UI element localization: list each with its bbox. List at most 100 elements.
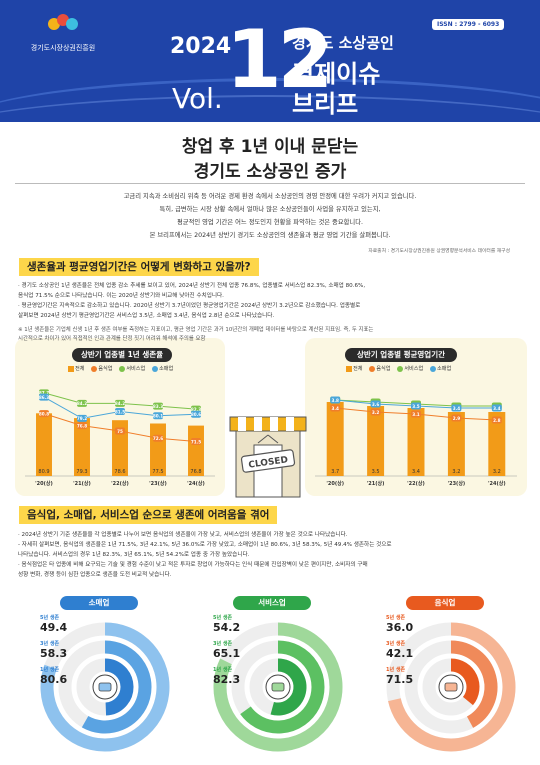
intro-line: 고금리 지속과 소비심리 위축 등 어려운 경제 환경 속에서 소상공인의 경영… [123, 193, 417, 200]
line-point-marker [330, 396, 341, 404]
legend-label: 소매업 [158, 366, 174, 372]
line-point-marker [39, 393, 49, 401]
volume-label: Vol. [172, 82, 223, 115]
issn-badge: ISSN : 2799 - 6093 [432, 19, 505, 30]
line-point-marker [451, 404, 462, 412]
intro-line: 평균적인 영업 기간은 어느 정도인지 현황을 파악하는 것은 중요합니다. [176, 219, 363, 226]
line-point-marker [411, 410, 421, 418]
line-point-label: 3.4 [453, 406, 461, 411]
line-point-label: 71.5 [191, 439, 201, 444]
y1-value: 82.3 [213, 673, 241, 686]
line-point-marker [451, 414, 462, 422]
legend-label: 음식업 [376, 366, 391, 372]
survival-arc-3y [240, 640, 325, 734]
line-point-label: 3.5 [412, 404, 420, 409]
x-tick-label: '24(상) [187, 480, 205, 487]
legend-swatch [429, 365, 436, 372]
store-awning [229, 416, 307, 432]
closed-sign [240, 449, 296, 473]
bar-total [36, 413, 52, 476]
x-tick-label: '21(상) [73, 480, 91, 487]
line-point-label: 82.3 [191, 407, 201, 412]
industry-title: 음식업 [406, 596, 484, 610]
line-point-label: 3.8 [331, 398, 339, 403]
survival-arc-5y [104, 658, 134, 716]
line-point-marker [153, 434, 163, 442]
survival-rings-2 [386, 622, 516, 752]
bar-total [488, 412, 506, 476]
industry-title: 서비스업 [233, 596, 311, 610]
org-logo: 경기도시장상권진흥원 [18, 14, 108, 53]
section2-heading: 음식업, 소매업, 서비스업 순으로 생존에 어려움을 겪어 [19, 506, 278, 524]
line-point-marker [491, 416, 502, 424]
line-point-marker [77, 399, 87, 407]
bullet-line: 나타났습니다. 서비스업의 경우 1년 82.3%, 3년 65.1%, 5년 … [18, 552, 250, 558]
line-point-marker [153, 412, 163, 420]
x-tick-label: '23(상) [149, 480, 167, 487]
series-title-line1: 경기도 소상공인 [292, 34, 394, 52]
bullet-line: 음식업 71.5% 순으로 나타났습니다. 이는 2020년 상반기와 비교해 … [18, 293, 224, 299]
x-tick-label: '20(상) [35, 480, 53, 487]
line-point-label: 3.1 [412, 412, 420, 417]
legend-swatch [397, 365, 404, 372]
survival-arc-5y [270, 658, 307, 716]
bullet-line: 성향 변화, 경쟁 등이 심한 업종으로 생존을 도전 비교적 낮습니다. [18, 572, 172, 578]
bullet-line: · 경기도 소상공인 1년 생존율은 전체 업종 감소 추세를 보이고 있어, … [18, 283, 366, 289]
legend-item: 음식업 [91, 365, 113, 372]
legend-item: 서비스업 [119, 365, 146, 372]
bar-value-label: 3.2 [493, 469, 501, 475]
y5-label: 5년 생존 [213, 615, 233, 621]
legend-item: 소매업 [151, 365, 174, 372]
bar-value-label: 76.8 [190, 469, 201, 475]
legend-label: 서비스업 [126, 366, 146, 372]
legend-item: 음식업 [369, 365, 391, 372]
line-point-label: 80.1 [153, 414, 163, 419]
sign-string [257, 434, 269, 444]
survival-arc-1y [40, 622, 170, 752]
bar-value-label: 3.2 [452, 469, 460, 475]
line-point-marker [115, 408, 125, 415]
survival-rings-1 [213, 622, 343, 752]
legend-item: 서비스업 [397, 365, 424, 372]
y3-value: 42.1 [386, 647, 414, 660]
bar-total [188, 425, 204, 476]
y1-value: 71.5 [386, 673, 414, 686]
line-point-marker [330, 404, 341, 412]
line-point-marker [115, 399, 125, 407]
line-point-label: 3.4 [331, 406, 339, 411]
legend-item: 전체 [68, 365, 85, 372]
header-banner: 경기도시장상권진흥원 2024 Vol. 12 경기도 소상공인 경제이슈 브리… [0, 0, 540, 122]
bullet-line: · 평균영업기간은 지속적으로 감소하고 있습니다. 2020년 상반기 3.7… [18, 303, 361, 309]
y1-label: 1년 생존 [213, 667, 233, 673]
line-point-label: 3.6 [372, 402, 380, 407]
section1-heading: 생존율과 평균영업기간은 어떻게 변화하고 있을까? [19, 258, 259, 276]
y3-label: 3년 생존 [386, 641, 406, 647]
sign-string [267, 434, 279, 444]
survival-arc-1y [388, 622, 516, 752]
line-point-marker [77, 414, 87, 422]
x-tick-label: '22(상) [407, 480, 425, 487]
legend-item: 전체 [346, 365, 363, 372]
line-point-label: 3.4 [493, 406, 501, 411]
volume-number: 12 [226, 13, 333, 106]
note-line: ※ 1년 생존율은 기업체 신생 1년 후 생존 여부를 측정하는 지표이고, … [18, 327, 374, 333]
intro-paragraph: 고금리 지속과 소비심리 위축 등 어려운 경제 환경 속에서 소상공인의 경영… [40, 190, 500, 242]
line-point-marker [491, 404, 502, 412]
logo-icon [48, 14, 78, 38]
legend-label: 전체 [353, 366, 363, 372]
y3-value: 58.3 [40, 647, 68, 660]
line-point-marker [370, 408, 381, 416]
survival-chart: 80.9 '20(상) 79.3 '21(상) 78.6 '22(상) 77.5 '23(상)… [25, 389, 215, 487]
y3-value: 65.1 [213, 647, 241, 660]
legend-label: 서비스업 [404, 366, 424, 372]
x-tick-label: '22(상) [111, 480, 129, 487]
bar-total [74, 418, 90, 476]
header-wave [0, 78, 540, 122]
icon-detail [444, 682, 458, 692]
bar-value-label: 80.9 [38, 469, 49, 475]
survival-rings-0 [40, 622, 170, 752]
x-tick-label: '23(상) [448, 480, 466, 487]
bar-total [447, 412, 465, 476]
legend-swatch [346, 365, 352, 372]
series-title-line3: 브리프 [292, 90, 359, 118]
